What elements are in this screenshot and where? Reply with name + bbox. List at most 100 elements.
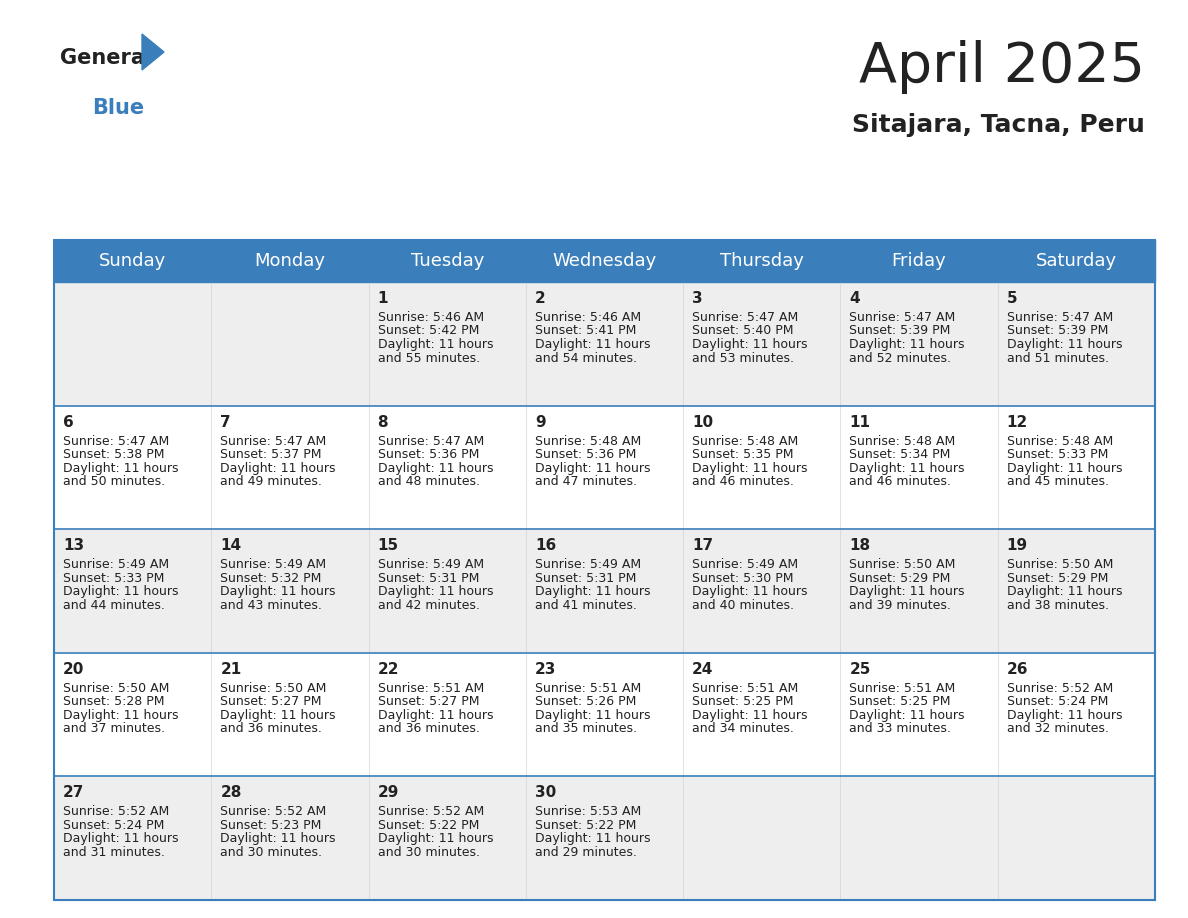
Text: Daylight: 11 hours: Daylight: 11 hours <box>378 585 493 599</box>
Text: 17: 17 <box>693 538 713 554</box>
Text: Daylight: 11 hours: Daylight: 11 hours <box>220 833 336 845</box>
Bar <box>53 653 1155 777</box>
Text: Sunrise: 5:48 AM: Sunrise: 5:48 AM <box>849 434 955 448</box>
Text: Sunrise: 5:51 AM: Sunrise: 5:51 AM <box>535 682 642 695</box>
Text: Sunset: 5:24 PM: Sunset: 5:24 PM <box>63 819 164 832</box>
Text: Monday: Monday <box>254 252 326 270</box>
Text: Daylight: 11 hours: Daylight: 11 hours <box>849 462 965 475</box>
Text: and 36 minutes.: and 36 minutes. <box>378 722 480 735</box>
Text: Sunset: 5:39 PM: Sunset: 5:39 PM <box>849 324 950 338</box>
Text: Sunrise: 5:47 AM: Sunrise: 5:47 AM <box>63 434 169 448</box>
Bar <box>53 777 1155 900</box>
Text: 22: 22 <box>378 662 399 677</box>
Text: Sunrise: 5:52 AM: Sunrise: 5:52 AM <box>378 805 484 819</box>
Text: Daylight: 11 hours: Daylight: 11 hours <box>378 462 493 475</box>
Polygon shape <box>143 34 164 70</box>
Text: Sunset: 5:40 PM: Sunset: 5:40 PM <box>693 324 794 338</box>
Text: Daylight: 11 hours: Daylight: 11 hours <box>849 585 965 599</box>
Text: and 45 minutes.: and 45 minutes. <box>1006 476 1108 488</box>
Text: Sunset: 5:28 PM: Sunset: 5:28 PM <box>63 695 164 709</box>
Text: Daylight: 11 hours: Daylight: 11 hours <box>849 338 965 351</box>
Text: and 30 minutes.: and 30 minutes. <box>378 845 480 859</box>
Text: Sunrise: 5:49 AM: Sunrise: 5:49 AM <box>693 558 798 571</box>
Text: Sunset: 5:36 PM: Sunset: 5:36 PM <box>378 448 479 461</box>
Text: 10: 10 <box>693 415 713 430</box>
Text: Sunset: 5:31 PM: Sunset: 5:31 PM <box>535 572 637 585</box>
Text: Sunrise: 5:49 AM: Sunrise: 5:49 AM <box>63 558 169 571</box>
Text: and 40 minutes.: and 40 minutes. <box>693 599 794 611</box>
Text: Sunrise: 5:53 AM: Sunrise: 5:53 AM <box>535 805 642 819</box>
Text: 9: 9 <box>535 415 545 430</box>
Text: Sunrise: 5:50 AM: Sunrise: 5:50 AM <box>849 558 956 571</box>
Text: Sunrise: 5:46 AM: Sunrise: 5:46 AM <box>378 311 484 324</box>
Text: and 51 minutes.: and 51 minutes. <box>1006 352 1108 364</box>
Text: Sunset: 5:31 PM: Sunset: 5:31 PM <box>378 572 479 585</box>
Text: General: General <box>61 48 152 68</box>
Text: Sunrise: 5:48 AM: Sunrise: 5:48 AM <box>535 434 642 448</box>
Text: and 46 minutes.: and 46 minutes. <box>849 476 952 488</box>
Text: Sunset: 5:25 PM: Sunset: 5:25 PM <box>693 695 794 709</box>
Text: Sunset: 5:22 PM: Sunset: 5:22 PM <box>378 819 479 832</box>
Text: Sunrise: 5:51 AM: Sunrise: 5:51 AM <box>693 682 798 695</box>
Text: Sunrise: 5:51 AM: Sunrise: 5:51 AM <box>849 682 955 695</box>
Text: and 53 minutes.: and 53 minutes. <box>693 352 794 364</box>
Text: Sunset: 5:32 PM: Sunset: 5:32 PM <box>220 572 322 585</box>
Text: 28: 28 <box>220 786 241 800</box>
Text: and 44 minutes.: and 44 minutes. <box>63 599 165 611</box>
Text: and 30 minutes.: and 30 minutes. <box>220 845 322 859</box>
Text: Sitajara, Tacna, Peru: Sitajara, Tacna, Peru <box>852 113 1145 137</box>
Bar <box>53 240 1155 900</box>
Text: Sunrise: 5:52 AM: Sunrise: 5:52 AM <box>63 805 169 819</box>
Text: Sunday: Sunday <box>99 252 166 270</box>
Text: Sunset: 5:26 PM: Sunset: 5:26 PM <box>535 695 637 709</box>
Text: Sunrise: 5:47 AM: Sunrise: 5:47 AM <box>849 311 955 324</box>
Text: Sunrise: 5:50 AM: Sunrise: 5:50 AM <box>63 682 170 695</box>
Text: Sunset: 5:38 PM: Sunset: 5:38 PM <box>63 448 164 461</box>
Text: and 37 minutes.: and 37 minutes. <box>63 722 165 735</box>
Text: Blue: Blue <box>91 98 144 118</box>
Bar <box>53 282 1155 406</box>
Text: 8: 8 <box>378 415 388 430</box>
Text: Daylight: 11 hours: Daylight: 11 hours <box>849 709 965 722</box>
Text: Daylight: 11 hours: Daylight: 11 hours <box>63 833 178 845</box>
Text: Daylight: 11 hours: Daylight: 11 hours <box>1006 338 1123 351</box>
Text: and 47 minutes.: and 47 minutes. <box>535 476 637 488</box>
Text: Sunrise: 5:50 AM: Sunrise: 5:50 AM <box>220 682 327 695</box>
Text: 4: 4 <box>849 291 860 306</box>
Text: 25: 25 <box>849 662 871 677</box>
Text: Daylight: 11 hours: Daylight: 11 hours <box>693 462 808 475</box>
Text: and 35 minutes.: and 35 minutes. <box>535 722 637 735</box>
Text: and 43 minutes.: and 43 minutes. <box>220 599 322 611</box>
Text: Sunset: 5:29 PM: Sunset: 5:29 PM <box>849 572 950 585</box>
Text: Sunset: 5:34 PM: Sunset: 5:34 PM <box>849 448 950 461</box>
Text: Daylight: 11 hours: Daylight: 11 hours <box>63 585 178 599</box>
Text: Sunrise: 5:52 AM: Sunrise: 5:52 AM <box>220 805 327 819</box>
Text: Sunrise: 5:47 AM: Sunrise: 5:47 AM <box>378 434 484 448</box>
Text: Sunrise: 5:47 AM: Sunrise: 5:47 AM <box>220 434 327 448</box>
Text: Daylight: 11 hours: Daylight: 11 hours <box>378 833 493 845</box>
Text: 3: 3 <box>693 291 703 306</box>
Text: Daylight: 11 hours: Daylight: 11 hours <box>535 833 650 845</box>
Text: Sunset: 5:29 PM: Sunset: 5:29 PM <box>1006 572 1108 585</box>
Text: 2: 2 <box>535 291 545 306</box>
Text: Sunset: 5:30 PM: Sunset: 5:30 PM <box>693 572 794 585</box>
Text: Daylight: 11 hours: Daylight: 11 hours <box>220 462 336 475</box>
Text: and 32 minutes.: and 32 minutes. <box>1006 722 1108 735</box>
Text: Daylight: 11 hours: Daylight: 11 hours <box>535 709 650 722</box>
Text: 16: 16 <box>535 538 556 554</box>
Text: Sunrise: 5:51 AM: Sunrise: 5:51 AM <box>378 682 484 695</box>
Text: and 46 minutes.: and 46 minutes. <box>693 476 794 488</box>
Text: and 42 minutes.: and 42 minutes. <box>378 599 480 611</box>
Text: Sunset: 5:24 PM: Sunset: 5:24 PM <box>1006 695 1108 709</box>
Text: Sunset: 5:27 PM: Sunset: 5:27 PM <box>220 695 322 709</box>
Text: Sunrise: 5:48 AM: Sunrise: 5:48 AM <box>1006 434 1113 448</box>
Text: and 29 minutes.: and 29 minutes. <box>535 845 637 859</box>
Text: 19: 19 <box>1006 538 1028 554</box>
Text: Sunrise: 5:47 AM: Sunrise: 5:47 AM <box>693 311 798 324</box>
Text: 11: 11 <box>849 415 871 430</box>
Text: 14: 14 <box>220 538 241 554</box>
Text: 18: 18 <box>849 538 871 554</box>
Text: Sunrise: 5:49 AM: Sunrise: 5:49 AM <box>220 558 327 571</box>
Text: Sunrise: 5:47 AM: Sunrise: 5:47 AM <box>1006 311 1113 324</box>
Text: Daylight: 11 hours: Daylight: 11 hours <box>693 709 808 722</box>
